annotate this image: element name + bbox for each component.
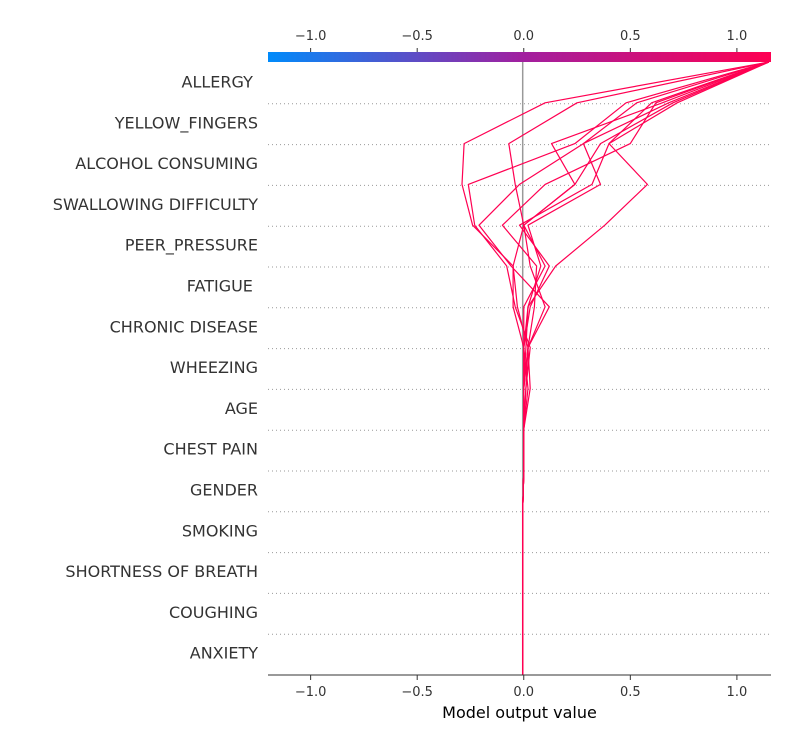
decision-line-1 [461, 61, 770, 675]
bottom-tick-label: 0.5 [620, 685, 641, 700]
feature-label: CHEST PAIN [163, 440, 258, 459]
top-tick-label: −1.0 [295, 29, 327, 44]
feature-label: FATIGUE [187, 277, 258, 296]
top-tick-label: 0.5 [620, 29, 641, 44]
decision-line-8 [501, 61, 770, 675]
decision-line-9 [522, 61, 770, 675]
feature-label: PEER_PRESSURE [125, 236, 258, 256]
top-tick-label: 1.0 [727, 29, 748, 44]
bottom-tick-label: −0.5 [401, 685, 433, 700]
top-tick-label: −0.5 [401, 29, 433, 44]
feature-label: GENDER [190, 481, 258, 500]
feature-label: SWALLOWING DIFFICULTY [53, 195, 258, 214]
top-axis: −1.0 −0.5 0.0 0.5 1.0 [295, 29, 747, 52]
bottom-tick-label: 0.0 [513, 685, 534, 700]
feature-label: SMOKING [182, 521, 258, 540]
x-axis-title: Model output value [442, 703, 597, 722]
decision-line-10 [518, 61, 770, 675]
feature-label: CHRONIC DISEASE [110, 317, 258, 336]
decision-line-7 [522, 61, 770, 675]
bottom-tick-label: 1.0 [727, 685, 748, 700]
feature-label: SHORTNESS OF BREATH [65, 562, 258, 581]
feature-label: ANXIETY [190, 644, 258, 663]
colorbar [268, 52, 771, 62]
feature-label: ALCOHOL CONSUMING [75, 154, 258, 173]
gridlines [268, 103, 771, 635]
feature-label: YELLOW_FINGERS [114, 113, 258, 133]
decision-lines [461, 61, 770, 675]
feature-label: ALLERGY [182, 73, 258, 92]
decision-line-4 [522, 61, 770, 675]
feature-label: COUGHING [169, 603, 258, 622]
feature-label: WHEEZING [170, 358, 258, 377]
decision-line-6 [522, 61, 770, 675]
bottom-tick-label: −1.0 [295, 685, 327, 700]
feature-label: AGE [225, 399, 258, 418]
bottom-axis: −1.0 −0.5 0.0 0.5 1.0 [295, 675, 747, 700]
top-tick-label: 0.0 [513, 29, 534, 44]
feature-labels: ALLERGY YELLOW_FINGERS ALCOHOL CONSUMING S… [53, 73, 258, 663]
